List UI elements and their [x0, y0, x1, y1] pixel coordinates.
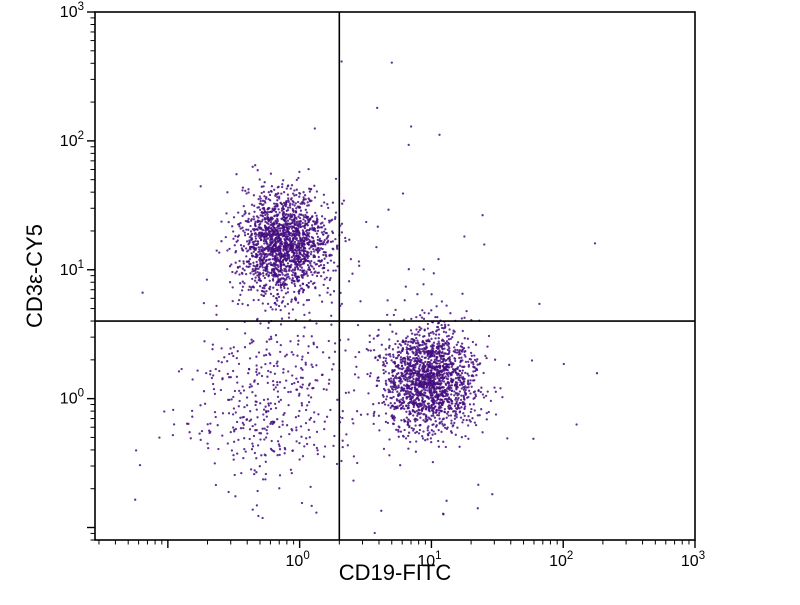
svg-text:103: 103: [681, 550, 705, 570]
plot-frame: [94, 11, 696, 541]
scatter-points: [134, 60, 599, 535]
svg-text:100: 100: [286, 550, 310, 570]
axis-ticks: [87, 11, 696, 548]
svg-text:101: 101: [417, 550, 441, 570]
svg-text:102: 102: [549, 550, 573, 570]
svg-text:103: 103: [60, 1, 84, 21]
svg-text:102: 102: [60, 130, 84, 150]
svg-text:101: 101: [60, 259, 84, 279]
axis-tick-labels: 100 101 102 103 100 101 102 103: [60, 1, 705, 570]
quadrant-gates: [95, 12, 695, 540]
y-axis-label: CD3ε-CY5: [22, 224, 47, 328]
svg-text:100: 100: [60, 388, 84, 408]
x-axis-label: CD19-FITC: [339, 560, 452, 585]
